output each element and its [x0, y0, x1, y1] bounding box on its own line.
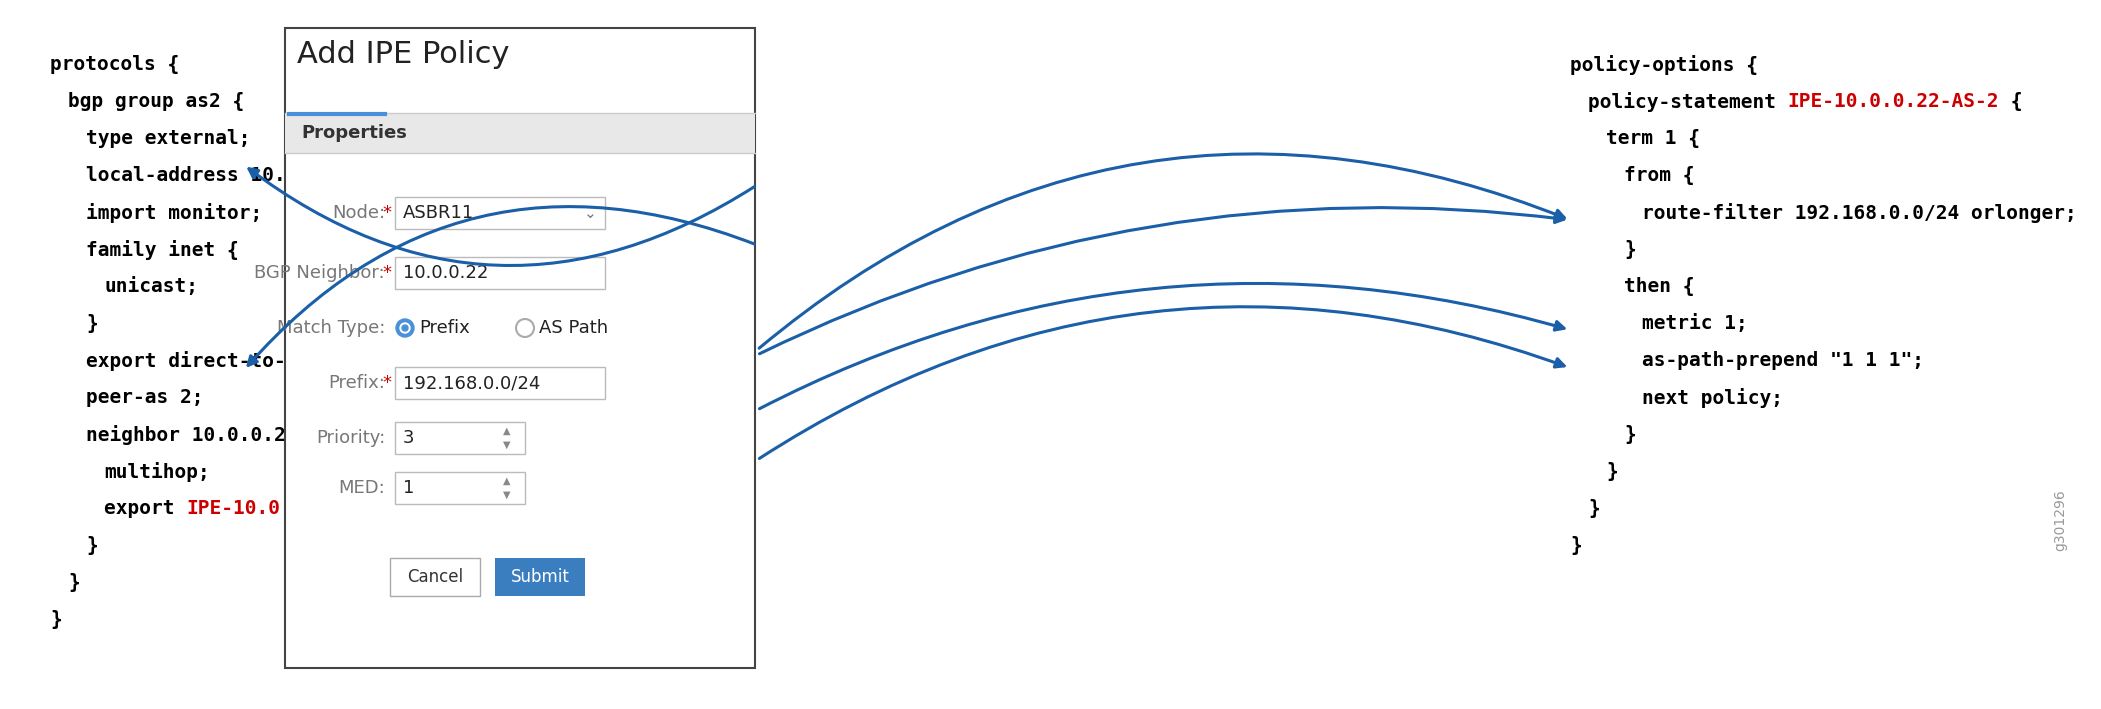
Text: policy-statement: policy-statement — [1588, 92, 1788, 112]
Text: ⌄: ⌄ — [584, 206, 597, 220]
Text: bgp group as2 {: bgp group as2 { — [67, 92, 244, 111]
Text: then {: then { — [1624, 277, 1696, 296]
Text: Priority:: Priority: — [315, 429, 384, 447]
Bar — [286, 28, 754, 668]
Text: 1: 1 — [403, 479, 414, 497]
Text: }: } — [50, 610, 61, 629]
Text: peer-as 2;: peer-as 2; — [86, 388, 204, 407]
Text: import monitor;: import monitor; — [86, 203, 263, 223]
Text: 3: 3 — [403, 429, 414, 447]
Text: Add IPE Policy: Add IPE Policy — [296, 40, 511, 69]
Text: ;: ; — [397, 499, 410, 518]
Circle shape — [399, 323, 410, 333]
Text: ASBR11: ASBR11 — [403, 204, 475, 222]
Text: }: } — [1569, 536, 1582, 555]
Bar — [395, 472, 525, 504]
Text: Prefix: Prefix — [418, 319, 471, 337]
Text: as-path-prepend "1 1 1";: as-path-prepend "1 1 1"; — [1643, 351, 1925, 370]
Text: from {: from { — [1624, 166, 1696, 185]
Text: export direct-to-bgp;: export direct-to-bgp; — [86, 351, 332, 371]
Text: {: { — [2000, 92, 2023, 111]
Text: neighbor 10.0.0.22 {: neighbor 10.0.0.22 { — [86, 425, 321, 445]
Text: Match Type:: Match Type: — [277, 319, 384, 337]
Text: }: } — [1588, 499, 1599, 518]
Text: Submit: Submit — [511, 568, 569, 586]
Text: local-address 10.0.0.11;: local-address 10.0.0.11; — [86, 166, 368, 185]
Text: MED:: MED: — [338, 479, 384, 497]
Bar — [286, 113, 754, 153]
Text: 192.168.0.0/24: 192.168.0.0/24 — [403, 374, 540, 392]
Text: }: } — [1605, 462, 1618, 481]
Text: type external;: type external; — [86, 129, 250, 148]
Text: *: * — [382, 204, 391, 222]
Text: export: export — [105, 499, 187, 518]
Text: multihop;: multihop; — [105, 462, 210, 482]
Text: Prefix:: Prefix: — [328, 374, 384, 392]
Bar — [395, 422, 525, 454]
Bar — [395, 197, 605, 229]
Text: metric 1;: metric 1; — [1643, 314, 1748, 333]
Text: unicast;: unicast; — [105, 277, 197, 296]
Text: BGP Neighbor:: BGP Neighbor: — [254, 264, 384, 282]
Text: }: } — [86, 536, 99, 555]
Text: }: } — [1624, 425, 1637, 444]
Text: AS Path: AS Path — [540, 319, 607, 337]
Circle shape — [401, 325, 408, 331]
Bar — [395, 257, 605, 289]
Text: }: } — [67, 573, 80, 592]
Bar — [395, 367, 605, 399]
Text: ▲: ▲ — [504, 426, 511, 436]
Text: ▼: ▼ — [504, 490, 511, 500]
Text: Node:: Node: — [332, 204, 384, 222]
Text: 10.0.0.22: 10.0.0.22 — [403, 264, 487, 282]
Text: }: } — [86, 314, 99, 333]
Text: IPE-10.0.0.22-AS-2: IPE-10.0.0.22-AS-2 — [187, 499, 397, 518]
Text: next policy;: next policy; — [1643, 388, 1784, 408]
Text: g301296: g301296 — [2053, 489, 2067, 551]
Bar — [391, 558, 479, 596]
Text: policy-options {: policy-options { — [1569, 55, 1759, 75]
Text: Properties: Properties — [300, 124, 408, 142]
Text: *: * — [382, 374, 391, 392]
Text: IPE-10.0.0.22-AS-2: IPE-10.0.0.22-AS-2 — [1788, 92, 2000, 111]
Text: ▲: ▲ — [504, 476, 511, 486]
Text: route-filter 192.168.0.0/24 orlonger;: route-filter 192.168.0.0/24 orlonger; — [1643, 203, 2076, 223]
Text: *: * — [382, 264, 391, 282]
Text: protocols {: protocols { — [50, 55, 179, 74]
Text: ▼: ▼ — [504, 440, 511, 450]
Text: family inet {: family inet { — [86, 240, 240, 260]
Text: Cancel: Cancel — [408, 568, 462, 586]
Text: }: } — [1624, 240, 1637, 259]
Circle shape — [395, 319, 414, 337]
Text: term 1 {: term 1 { — [1605, 129, 1700, 148]
Bar — [496, 558, 584, 596]
